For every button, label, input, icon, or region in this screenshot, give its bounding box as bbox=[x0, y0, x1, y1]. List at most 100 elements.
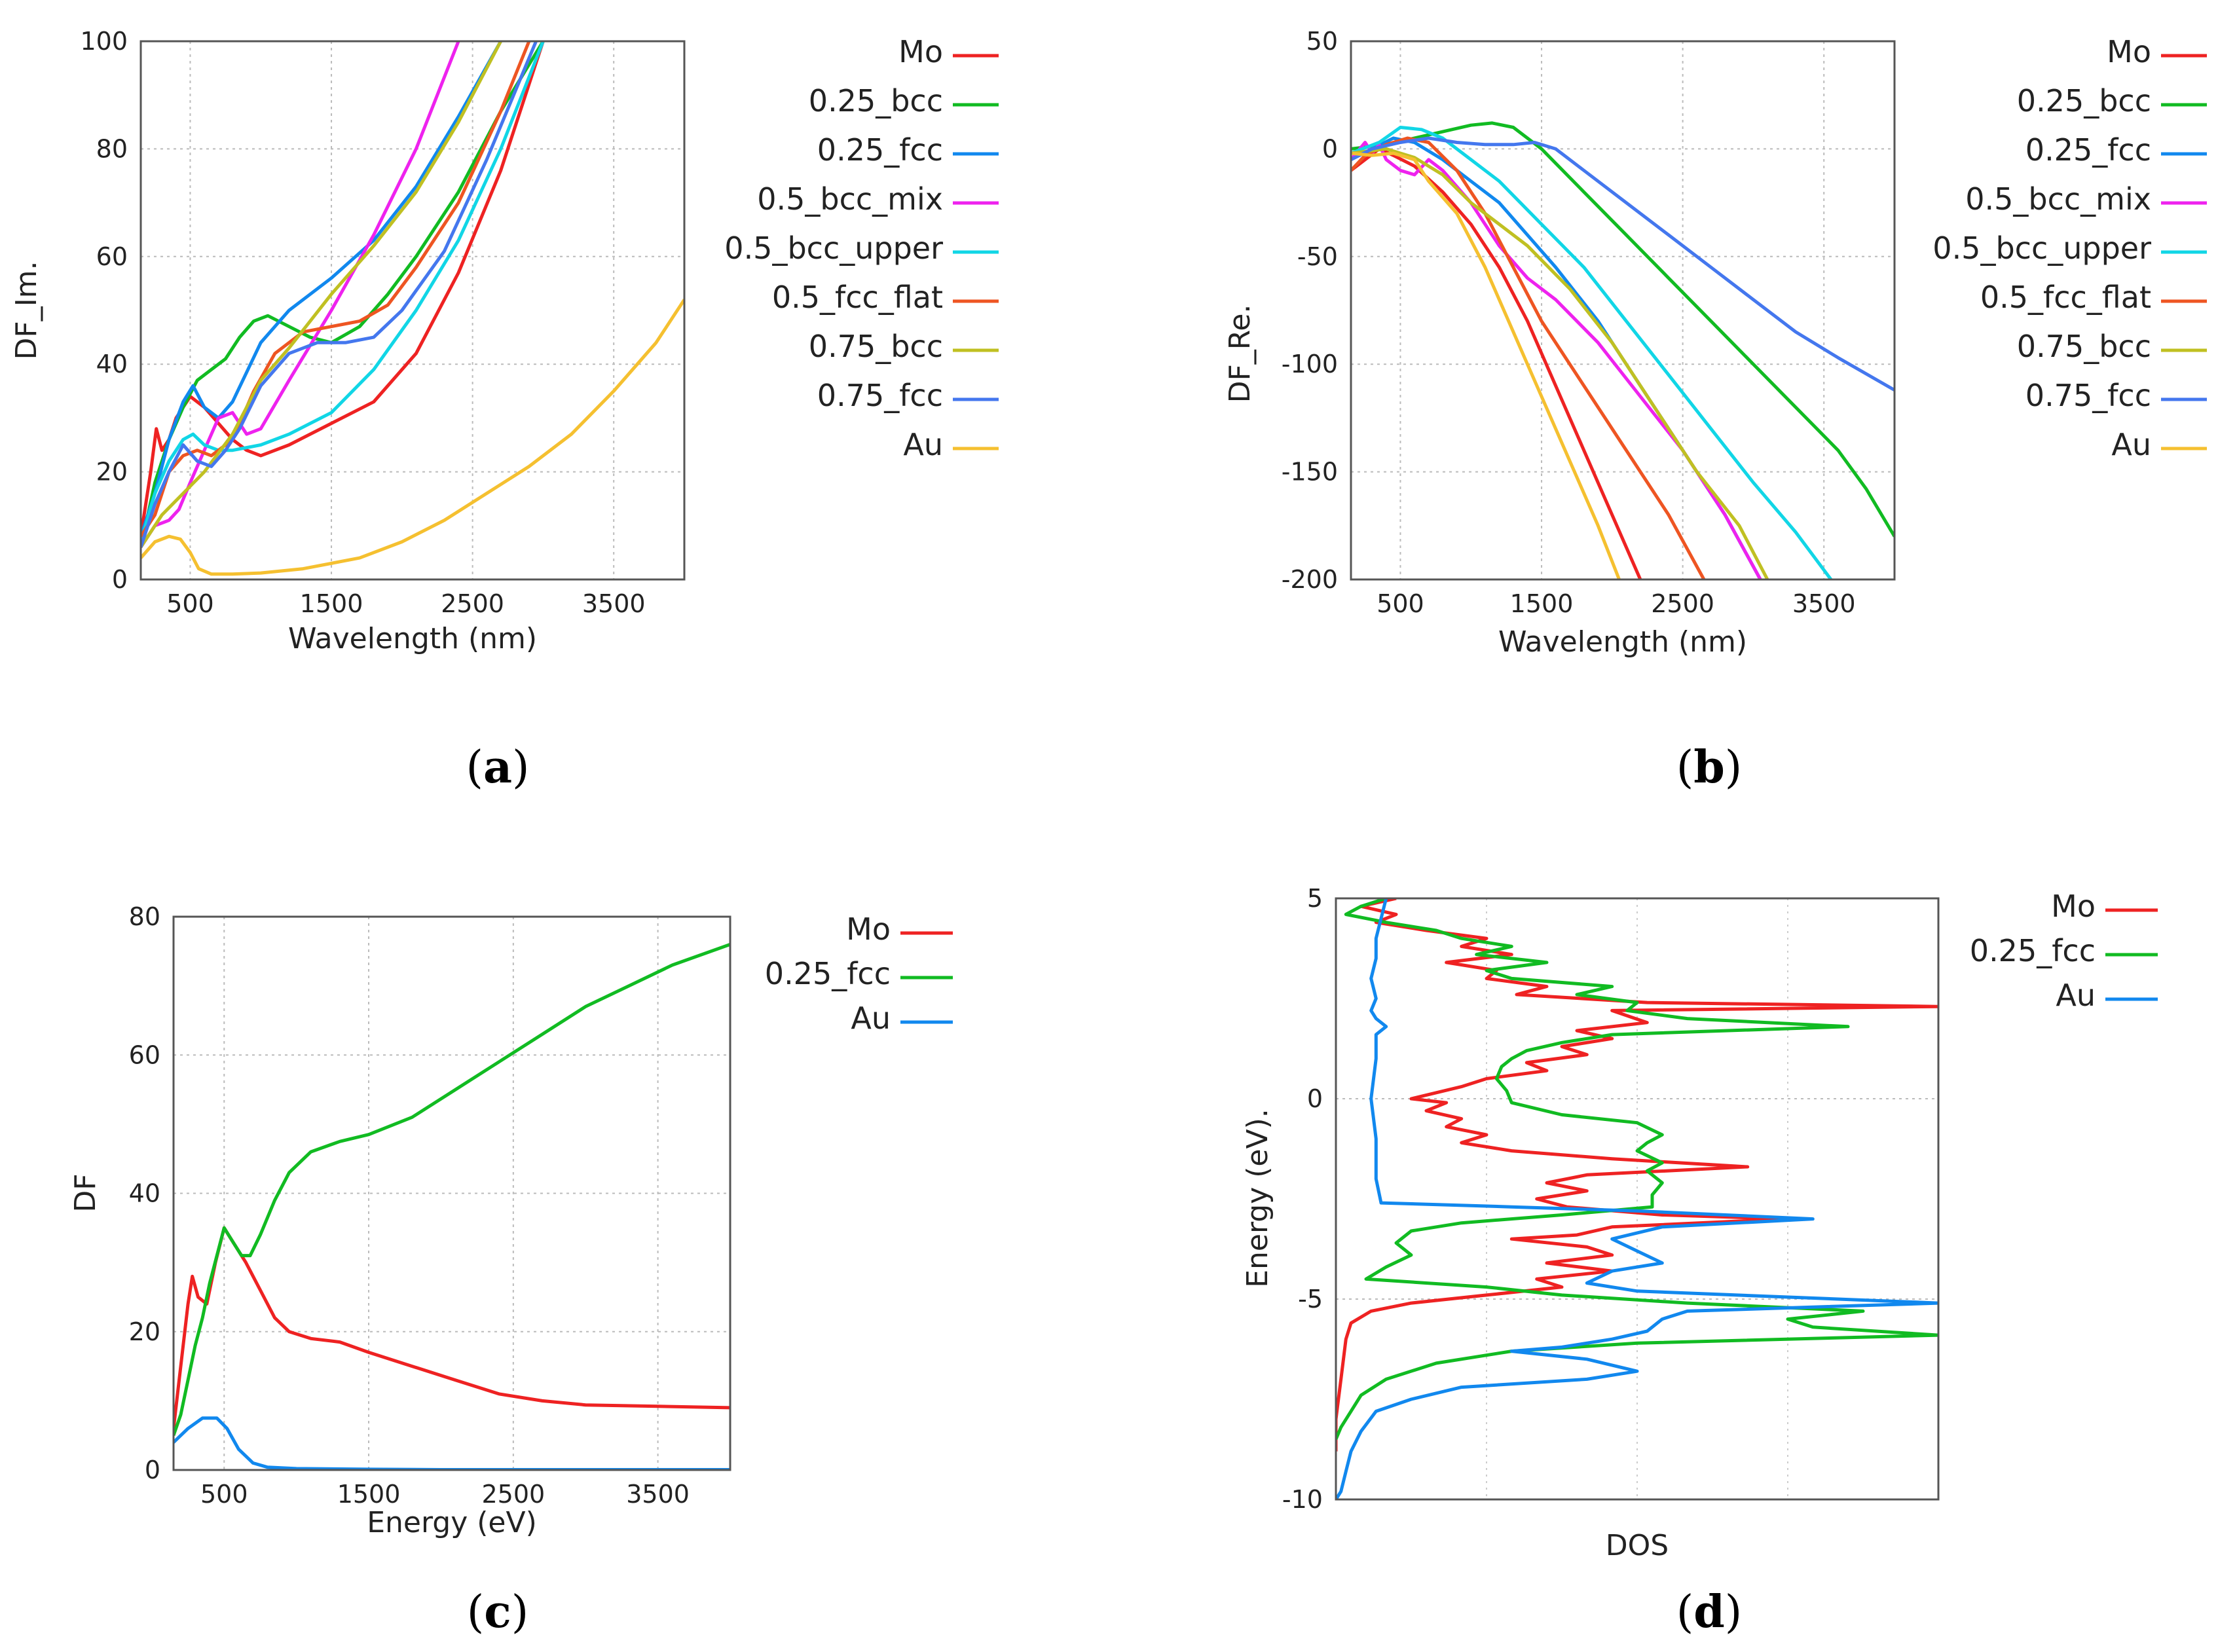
series-line-Au bbox=[174, 1416, 730, 1470]
caption-close: ) bbox=[1725, 1587, 1743, 1638]
panel-caption: (d) bbox=[1676, 1586, 1743, 1638]
x-tick-label: 2500 bbox=[481, 1480, 545, 1509]
y-tick-label: 0 bbox=[1322, 134, 1338, 163]
chart-c: 500 1500 2500 3500 0 20 40 60 80 Energy (eV) DF Mo 0… bbox=[69, 902, 953, 1638]
chart-d: -10 -5 0 5 DOS Energy (eV). Mo 0.25_fcc Au (d) bbox=[1241, 884, 2158, 1638]
x-axis-label: Wavelength (nm) bbox=[288, 622, 537, 655]
legend-label: Au bbox=[2056, 978, 2096, 1013]
series-line-0.75_fcc bbox=[1351, 136, 1895, 392]
legend-label: 0.75_fcc bbox=[817, 378, 943, 413]
caption-open: ( bbox=[1676, 742, 1694, 794]
y-axis-label: Energy (eV). bbox=[1241, 1109, 1274, 1288]
legend-label: Mo bbox=[2051, 889, 2096, 924]
y-tick-label: 40 bbox=[129, 1179, 160, 1208]
y-tick-label: 0 bbox=[112, 565, 128, 594]
y-tick-label: -5 bbox=[1298, 1285, 1323, 1313]
series-line-0.5_bcc_upper bbox=[141, 41, 545, 543]
x-tick-label: 3500 bbox=[626, 1480, 690, 1509]
series-line-Mo bbox=[174, 1226, 730, 1429]
x-axis-label: DOS bbox=[1606, 1529, 1669, 1562]
y-tick-label: 60 bbox=[96, 242, 128, 271]
chart-a: 500 1500 2500 3500 0 20 40 60 80 100 Wavelength (n… bbox=[10, 27, 999, 794]
series-line-0.75_fcc bbox=[141, 41, 538, 548]
series-line-0.25_fcc bbox=[1336, 898, 1938, 1441]
series-line-0.5_bcc_mix bbox=[1351, 141, 1763, 579]
series-line-Mo bbox=[1336, 898, 1938, 1452]
legend-label: 0.25_fcc bbox=[765, 956, 891, 991]
y-tick-label: 5 bbox=[1307, 884, 1323, 913]
series-line-Au bbox=[141, 299, 684, 576]
legend: Mo 0.25_bcc 0.25_fcc 0.5_bcc_mix 0.5_bcc_upp… bbox=[1932, 34, 2207, 462]
y-tick-label: -100 bbox=[1282, 350, 1338, 378]
caption-close: ) bbox=[511, 1587, 529, 1638]
x-tick-label: 1500 bbox=[337, 1480, 401, 1509]
y-tick-label: 20 bbox=[96, 458, 128, 486]
series-line-0.5_fcc_flat bbox=[141, 41, 531, 538]
caption-close: ) bbox=[512, 742, 530, 794]
y-tick-label: 100 bbox=[80, 27, 128, 56]
series-line-Au bbox=[1336, 898, 1938, 1499]
legend-label: 0.5_fcc_flat bbox=[772, 280, 943, 315]
y-tick-label: 80 bbox=[129, 902, 160, 931]
legend-label: Au bbox=[851, 1000, 891, 1036]
x-tick-label: 500 bbox=[166, 589, 214, 618]
legend: Mo 0.25_fcc Au bbox=[765, 911, 953, 1036]
x-axis-label: Wavelength (nm) bbox=[1498, 625, 1747, 659]
series-line-0.25_fcc bbox=[141, 41, 502, 537]
legend-label: 0.25_fcc bbox=[817, 132, 943, 168]
y-tick-label: -50 bbox=[1297, 242, 1338, 271]
legend-label: 0.75_bcc bbox=[2017, 329, 2151, 364]
series-line-0.75_bcc bbox=[1351, 147, 1769, 579]
y-tick-label: 50 bbox=[1306, 27, 1338, 56]
legend-label: 0.25_bcc bbox=[809, 83, 943, 119]
x-tick-label: 2500 bbox=[441, 589, 504, 618]
y-tick-label: 40 bbox=[96, 350, 128, 378]
caption-open: ( bbox=[466, 742, 483, 794]
y-axis-label: DF bbox=[69, 1173, 102, 1212]
series-line-0.25_fcc bbox=[174, 942, 730, 1437]
caption-letter: a bbox=[483, 741, 512, 794]
caption-letter: d bbox=[1693, 1586, 1725, 1638]
legend-label: 0.5_bcc_upper bbox=[1932, 230, 2151, 266]
x-tick-label: 500 bbox=[1377, 589, 1424, 618]
y-tick-label: 0 bbox=[1307, 1084, 1323, 1113]
y-tick-label: -200 bbox=[1282, 565, 1338, 594]
plot-frame bbox=[172, 915, 731, 1471]
legend-label: Au bbox=[2111, 427, 2151, 462]
series-line-0.5_bcc_upper bbox=[1351, 126, 1833, 579]
legend-label: 0.5_bcc_mix bbox=[757, 181, 943, 217]
legend-label: 0.75_fcc bbox=[2025, 378, 2151, 413]
legend-label: 0.5_bcc_upper bbox=[724, 230, 943, 266]
y-tick-label: 20 bbox=[129, 1317, 160, 1346]
panel-caption: (a) bbox=[466, 741, 529, 794]
caption-letter: c bbox=[484, 1586, 511, 1638]
y-tick-label: 60 bbox=[129, 1040, 160, 1069]
legend-label: Mo bbox=[2107, 34, 2151, 69]
plot-frame bbox=[1335, 897, 1940, 1501]
y-axis-label: DF_Re. bbox=[1223, 304, 1257, 403]
y-axis-label: DF_Im. bbox=[10, 261, 43, 359]
panel-caption: (c) bbox=[467, 1586, 528, 1638]
plot-frame bbox=[1350, 40, 1896, 581]
legend-label: 0.25_fcc bbox=[1970, 933, 2096, 968]
legend-label: Au bbox=[903, 427, 943, 462]
y-tick-label: 80 bbox=[96, 134, 128, 163]
y-tick-label: -150 bbox=[1282, 458, 1338, 486]
x-tick-label: 500 bbox=[200, 1480, 248, 1509]
legend-label: 0.5_fcc_flat bbox=[1980, 280, 2151, 315]
legend-label: 0.5_bcc_mix bbox=[1965, 181, 2151, 217]
legend-label: 0.25_bcc bbox=[2017, 83, 2151, 119]
x-tick-label: 3500 bbox=[1792, 589, 1856, 618]
y-tick-label: -10 bbox=[1282, 1485, 1323, 1514]
series-line-0.25_bcc bbox=[141, 41, 545, 548]
legend-label: 0.75_bcc bbox=[809, 329, 943, 364]
legend: Mo 0.25_bcc 0.25_fcc 0.5_bcc_mix 0.5_bcc_upp… bbox=[724, 34, 999, 462]
caption-letter: b bbox=[1693, 741, 1725, 794]
panel-caption: (b) bbox=[1676, 741, 1743, 794]
legend-label: 0.25_fcc bbox=[2025, 132, 2151, 168]
series-line-Au bbox=[1351, 151, 1621, 579]
x-tick-label: 2500 bbox=[1651, 589, 1714, 618]
plot-frame bbox=[139, 40, 686, 581]
legend: Mo 0.25_fcc Au bbox=[1970, 889, 2158, 1013]
